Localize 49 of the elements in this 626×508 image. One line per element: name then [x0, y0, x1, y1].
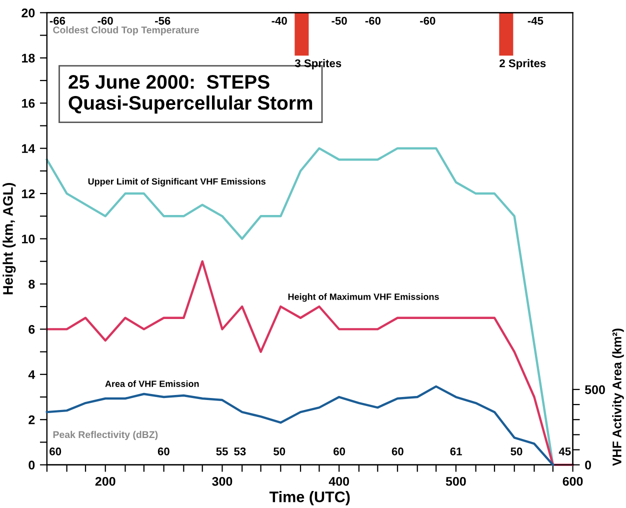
annotation: 50 — [510, 448, 522, 456]
annotation: 55 — [216, 448, 228, 456]
annotation: 3 Sprites — [294, 59, 342, 70]
annotation: 60 — [392, 448, 404, 456]
y-tick-label: 6 — [28, 324, 35, 334]
x-tick-label: 600 — [562, 476, 583, 486]
annotation: -45 — [528, 16, 544, 25]
annotation: 53 — [234, 448, 246, 456]
annotation: Coldest Cloud Top Temperature — [53, 26, 199, 36]
y-tick-label: 12 — [22, 189, 35, 198]
y2-tick-label: 0 — [585, 460, 592, 470]
annotation: -40 — [272, 16, 287, 25]
annotation: -60 — [365, 16, 381, 25]
y-tick-label: 8 — [28, 280, 35, 289]
annotation: 50 — [274, 448, 286, 456]
y-tick-label: 2 — [28, 415, 35, 424]
annotation: 61 — [450, 448, 462, 456]
y-tick-label: 0 — [28, 460, 35, 470]
annotation: 60 — [50, 448, 62, 456]
y-tick-label: 16 — [22, 98, 35, 108]
annotation: 60 — [334, 448, 346, 456]
x-tick-label: 400 — [328, 476, 349, 486]
y-tick-label: 14 — [22, 144, 36, 153]
y-tick-label: 20 — [22, 8, 35, 18]
x-axis-title: Time (UTC) — [269, 491, 350, 506]
annotation: 45 — [558, 448, 571, 456]
annotation: -60 — [98, 16, 113, 25]
line-series — [46, 385, 554, 466]
annotation: -56 — [155, 16, 170, 25]
y-tick-label: 10 — [22, 234, 35, 244]
line-series — [46, 147, 554, 466]
annotation: Upper Limit of Significant VHF Emissions — [88, 178, 266, 186]
y-tick-label: 18 — [22, 54, 35, 63]
annotation: 2 Sprites — [500, 59, 546, 70]
annotation: -50 — [332, 16, 347, 25]
y-tick-label: 4 — [28, 370, 36, 379]
x-tick-label: 500 — [446, 476, 466, 486]
annotation: Peak Reflectivity (dBZ) — [53, 430, 158, 440]
annotation: -66 — [50, 16, 66, 25]
y-axis-title: Height (km, AGL) — [2, 182, 16, 294]
y2-tick-label: 500 — [584, 385, 605, 394]
x-tick-label: 300 — [212, 476, 232, 486]
y2-axis-title: VHF Activity Area (km²) — [612, 328, 624, 466]
text: 25 June 2000: STEPS Quasi-Supercellular Storm — [68, 75, 312, 114]
annotation: -60 — [420, 16, 436, 25]
annotation: Height of Maximum VHF Emissions — [288, 293, 439, 302]
x-tick-label: 200 — [95, 476, 116, 486]
annotation: 60 — [158, 448, 170, 456]
annotation: Area of VHF Emission — [105, 380, 199, 387]
